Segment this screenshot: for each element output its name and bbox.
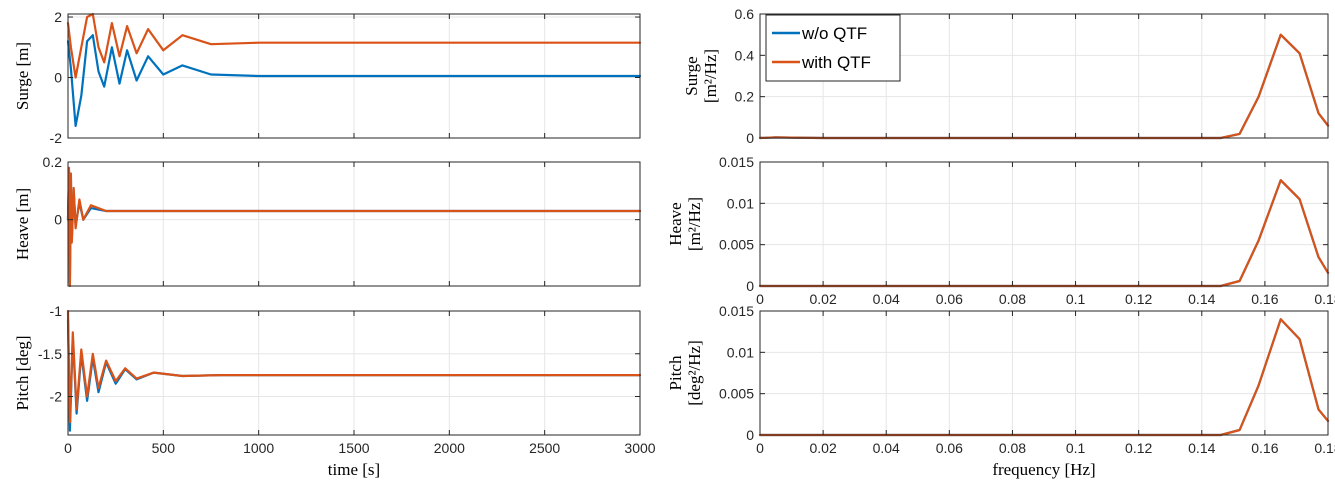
surge-time-ylabel: Surge [m]	[13, 42, 32, 110]
pitch-psd-xtick-label: 0.04	[873, 440, 900, 456]
surge-time-ytick-label: 0	[54, 70, 62, 86]
heave-psd-xtick-label: 0.12	[1125, 291, 1152, 307]
pitch-psd-ylabel-line-1: [deg²/Hz]	[685, 340, 704, 406]
heave-time-series-with-qtf-line	[66, 166, 642, 288]
pitch-psd-xtick-label: 0.14	[1188, 440, 1215, 456]
pitch-time-xtick-label: 3000	[624, 440, 655, 456]
pitch-time-xtick-label: 500	[152, 440, 176, 456]
heave-psd-frame	[759, 161, 1329, 287]
heave-psd-xtick-label: 0.18	[1314, 291, 1335, 307]
heave-psd-xtick-label: 0.16	[1251, 291, 1278, 307]
pitch-psd-ytick-label: 0.005	[719, 386, 754, 402]
pitch-psd-xtick-label: 0.08	[999, 440, 1026, 456]
surge-time-ytick-label: -2	[50, 130, 63, 146]
heave-psd-xtick-label: 0.14	[1188, 291, 1215, 307]
heave-psd-series-with-qtf-line	[758, 179, 1330, 288]
pitch-time-xlabel: time [s]	[328, 460, 380, 479]
surge-time-series-wo-qtf-line	[66, 34, 642, 128]
pitch-time-axes: 0 500 1000 1500 2000 2500 3000 -2 -1.5 -1 Pitch [d…	[13, 303, 656, 479]
pitch-psd-xlabel: frequency [Hz]	[992, 460, 1095, 479]
legend: w/o QTF with QTF	[765, 14, 901, 82]
pitch-psd-xtick-label: 0.16	[1251, 440, 1278, 456]
pitch-time-series-with-qtf-line	[66, 309, 642, 424]
pitch-psd-ytick-label: 0.01	[727, 344, 754, 360]
pitch-psd-ytick-label: 0.015	[719, 303, 754, 319]
surge-time-ytick-label: 2	[54, 9, 62, 25]
surge-psd-ytick-label: 0.2	[735, 89, 755, 105]
pitch-psd-plot-area	[760, 311, 1328, 435]
pitch-psd-xtick-label: 0.06	[936, 440, 963, 456]
pitch-psd-series-with-qtf-line	[758, 318, 1330, 437]
heave-time-ylabel: Heave [m]	[13, 188, 32, 260]
heave-time-ytick-label: 0	[54, 212, 62, 228]
pitch-psd-ylabel-line-0: Pitch	[666, 355, 685, 390]
heave-psd-ylabel-line-0: Heave	[666, 202, 685, 245]
pitch-time-xtick-label: 1000	[243, 440, 274, 456]
surge-psd-ytick-label: 0.4	[735, 47, 755, 63]
heave-psd-axes: 0 0.02 0.04 0.06 0.08 0.1 0.12 0.14 0.16 0.18 0 0.0…	[666, 154, 1335, 307]
pitch-psd-axes: 0 0.02 0.04 0.06 0.08 0.1 0.12 0.14 0.16 0.18 0 0.0…	[666, 303, 1335, 479]
heave-psd-plot-area	[760, 162, 1328, 286]
heave-psd-xtick-label: 0	[756, 291, 764, 307]
surge-time-axes: -2 0 2 Surge [m]	[13, 9, 642, 146]
pitch-psd-xtick-label: 0.02	[809, 440, 836, 456]
surge-psd-frame	[759, 13, 1329, 139]
pitch-time-xtick-label: 2500	[529, 440, 560, 456]
surge-psd-ylabel-line-0: Surge	[682, 56, 701, 95]
pitch-psd-xtick-label: 0.1	[1066, 440, 1086, 456]
pitch-time-ytick-label: -1	[50, 303, 63, 319]
pitch-psd-ytick-label: 0	[746, 427, 754, 443]
heave-psd-xtick-label: 0.06	[936, 291, 963, 307]
pitch-time-ylabel: Pitch [deg]	[13, 335, 32, 410]
heave-psd-xtick-label: 0.1	[1066, 291, 1086, 307]
pitch-time-xtick-label: 1500	[338, 440, 369, 456]
heave-psd-xtick-label: 0.08	[999, 291, 1026, 307]
pitch-psd-xtick-label: 0.18	[1314, 440, 1335, 456]
surge-psd-ytick-label: 0.6	[735, 6, 755, 22]
heave-psd-ytick-label: 0.005	[719, 237, 754, 253]
heave-psd-ylabel-line-1: [m²/Hz]	[685, 197, 704, 251]
pitch-psd-xtick-label: 0	[756, 440, 764, 456]
heave-psd-ytick-label: 0	[746, 278, 754, 294]
heave-psd-ytick-label: 0.01	[727, 195, 754, 211]
surge-psd-ylabel-line-1: [m²/Hz]	[701, 49, 720, 103]
heave-time-ytick-label: 0.2	[43, 154, 63, 170]
legend-box	[765, 14, 901, 82]
pitch-time-ytick-label: -2	[50, 389, 63, 405]
heave-time-axes: 0 0.2 Heave [m]	[13, 154, 642, 288]
pitch-time-xtick-label: 0	[64, 440, 72, 456]
legend-label-wo-qtf: w/o QTF	[801, 24, 867, 43]
heave-psd-xtick-label: 0.04	[873, 291, 900, 307]
legend-label-with-qtf: with QTF	[801, 53, 871, 72]
surge-time-series-with-qtf-line	[66, 12, 642, 79]
pitch-time-ytick-label: -1.5	[38, 346, 62, 362]
pitch-psd-xtick-label: 0.12	[1125, 440, 1152, 456]
heave-psd-xtick-label: 0.02	[809, 291, 836, 307]
pitch-time-xtick-label: 2000	[434, 440, 465, 456]
heave-psd-ytick-label: 0.015	[719, 154, 754, 170]
pitch-psd-frame	[759, 310, 1329, 436]
surge-psd-ytick-label: 0	[746, 130, 754, 146]
